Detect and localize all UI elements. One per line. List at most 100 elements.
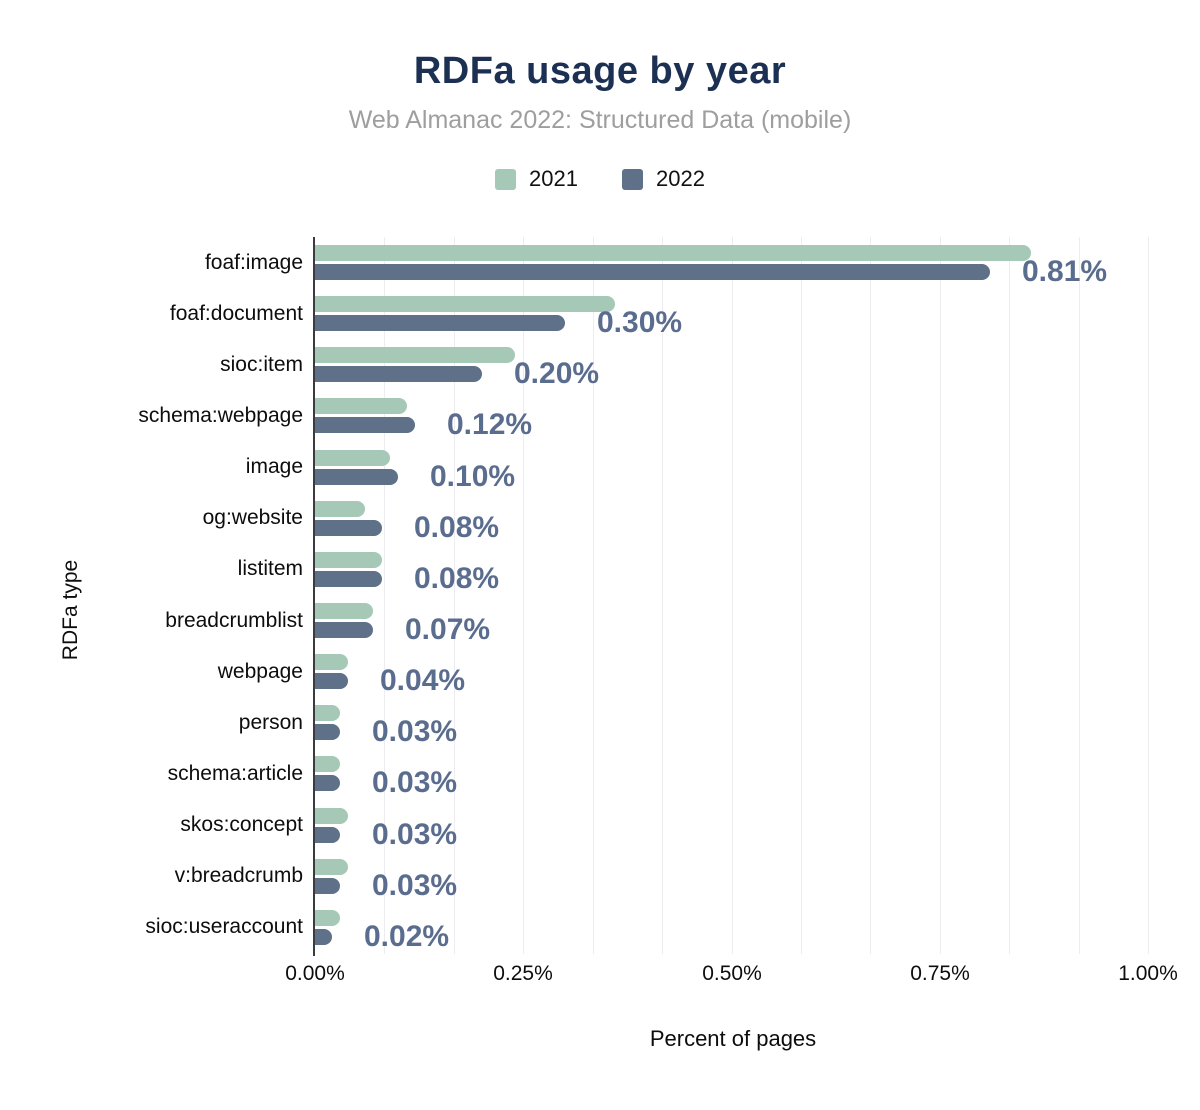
gridline [870,237,871,954]
x-axis-title: Percent of pages [649,1026,817,1051]
bar-2022-sioc:item [315,366,482,383]
bar-row-breadcrumblist: breadcrumblist 0.07% [0,595,1200,646]
gridline [662,237,663,954]
x-tick-label: 1.00% [1118,962,1178,985]
value-label: 0.20% [514,357,600,391]
gridline [384,237,385,954]
y-axis-title: RDFa type [59,559,82,661]
bar-2021-v:breadcrumb [315,858,348,875]
bar-track: 0.08% [315,493,1151,544]
gridline [940,237,941,954]
bar-row-foaf:image: foaf:image 0.81% [0,237,1200,288]
category-label: sioc:item [220,352,303,376]
y-axis-line [313,237,315,956]
value-label: 0.10% [430,459,516,493]
bar-2022-foaf:image [315,264,990,280]
category-label: schema:article [167,761,303,785]
bar-2021-schema:webpage [315,398,407,415]
value-label: 0.03% [372,766,458,800]
x-tick-label: 0.25% [493,962,553,985]
category-label: sioc:useraccount [145,915,303,939]
x-tick-label: 0.00% [285,962,345,985]
bar-2022-breadcrumblist [315,621,373,638]
gridline [454,237,455,954]
bar-row-skos:concept: skos:concept 0.03% [0,800,1200,851]
value-label: 0.81% [1022,255,1108,288]
bar-row-v:breadcrumb: v:breadcrumb 0.03% [0,851,1200,902]
bar-2021-og:website [315,500,365,517]
bar-track: 0.03% [315,800,1151,851]
gridlines [315,237,1151,954]
x-axis-ticks: 0.00% 0.25% 0.50% 0.75% 1.00% [285,962,1178,992]
category-label: listitem [237,557,303,581]
bar-2022-image [315,468,398,485]
bar-2021-foaf:document [315,296,615,313]
value-label: 0.08% [414,561,500,595]
bar-row-og:website: og:website 0.08% [0,493,1200,544]
value-label: 0.02% [364,919,450,953]
bar-2022-og:website [315,519,382,536]
bar-track: 0.02% [315,902,1151,953]
x-tick-label: 0.50% [702,962,762,985]
bar-track: 0.08% [315,544,1151,595]
bar-row-foaf:document: foaf:document 0.30% [0,288,1200,339]
bar-track: 0.03% [315,748,1151,799]
value-label: 0.03% [372,868,458,902]
value-label: 0.08% [414,510,500,544]
bar-2022-schema:article [315,775,340,792]
bar-track: 0.07% [315,595,1151,646]
legend-label: 2022 [656,166,705,191]
category-label: breadcrumblist [165,608,303,632]
bar-track: 0.20% [315,339,1151,390]
value-label: 0.03% [372,715,458,749]
bar-row-image: image 0.10% [0,442,1200,493]
legend-label: 2021 [529,166,578,191]
bar-2022-v:breadcrumb [315,877,340,894]
category-label: og:website [202,506,303,530]
bar-2021-skos:concept [315,807,348,824]
x-tick-label: 0.75% [910,962,970,985]
bar-2021-sioc:item [315,347,515,364]
gridline [1079,237,1080,954]
bar-2021-schema:article [315,756,340,773]
bar-2022-person [315,724,340,741]
category-label: v:breadcrumb [174,864,303,888]
legend-item-2021[interactable]: 2021 [495,166,578,192]
bar-row-sioc:item: sioc:item 0.20% [0,339,1200,390]
legend-item-2022[interactable]: 2022 [622,166,705,192]
bar-track: 0.10% [315,442,1151,493]
bar-track: 0.03% [315,697,1151,748]
bar-2021-image [315,449,390,466]
bar-2022-foaf:document [315,315,565,332]
bar-row-person: person 0.03% [0,697,1200,748]
category-label: foaf:document [169,301,303,325]
bar-2022-webpage [315,673,348,690]
bar-row-listitem: listitem 0.08% [0,544,1200,595]
category-label: webpage [217,659,303,683]
category-label: image [245,455,303,479]
bar-track: 0.30% [315,288,1151,339]
gridline [593,237,594,954]
gridline [801,237,802,954]
value-label: 0.03% [372,817,458,851]
bar-rows: foaf:image 0.81% foaf:document 0.30% sioc:it… [0,237,1200,953]
category-label: skos:concept [180,813,303,837]
value-label: 0.07% [405,612,491,646]
bar-2021-foaf:image [315,245,1031,261]
bar-2022-skos:concept [315,826,340,843]
gridline [1148,237,1149,954]
legend-swatch-2022 [622,168,643,190]
category-label: schema:webpage [138,403,303,427]
chart-subtitle: Web Almanac 2022: Structured Data (mobil… [348,106,852,134]
bar-2021-listitem [315,551,382,568]
chart-title: RDFa usage by year [413,50,787,92]
bar-2022-sioc:useraccount [315,928,332,945]
bar-row-schema:article: schema:article 0.03% [0,748,1200,799]
bar-2021-person [315,705,340,722]
gridline [1009,237,1010,954]
value-label: 0.12% [447,408,533,442]
bar-row-sioc:useraccount: sioc:useraccount 0.02% [0,902,1200,953]
bar-track: 0.12% [315,390,1151,441]
value-label: 0.30% [597,306,683,340]
